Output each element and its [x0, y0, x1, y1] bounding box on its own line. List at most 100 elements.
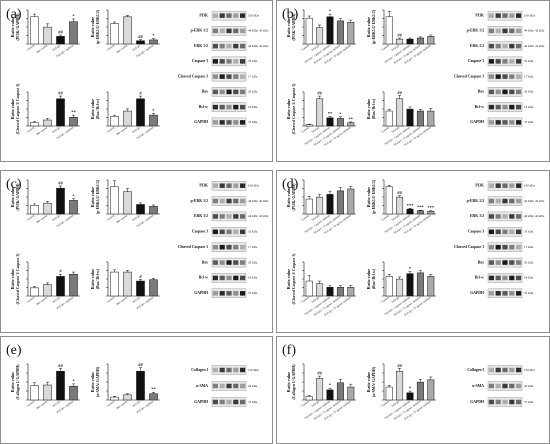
blot-band	[488, 275, 494, 281]
blot-size-label: 37 kDa	[248, 400, 258, 404]
blot-size-label: 17 kDa	[524, 245, 534, 249]
bar	[56, 370, 65, 401]
blot-size-label: 18 kDa	[248, 276, 258, 280]
blot-band	[240, 59, 246, 64]
blot-size-label: 20 kDa	[524, 260, 534, 264]
x-tick-label: Control	[381, 296, 390, 303]
bar	[347, 287, 355, 297]
y-axis-label-sub: (PI3K/ GAPDH)	[292, 183, 296, 211]
y-axis-label-sub: (α-SMA/ GAPDH)	[372, 366, 376, 397]
blot-protein-label: Bcl-w	[199, 105, 209, 109]
blot-band	[226, 59, 232, 64]
y-axis-label-sub: (Bax/ Bcl-w)	[96, 268, 100, 289]
blot-band	[509, 275, 515, 281]
bar	[385, 110, 393, 127]
blot-band	[502, 183, 508, 188]
blot-band	[509, 229, 515, 235]
blot-strip	[487, 211, 523, 222]
blot-strip	[211, 102, 247, 112]
blot-band	[233, 229, 239, 235]
y-axis-label-sub: (Cleaved Caspase 3/ Caspase 3)	[292, 253, 296, 305]
blot-strip	[211, 273, 247, 283]
blot-size-label: 44 kDa/ 42 kDa	[524, 214, 545, 218]
blot-band	[488, 260, 494, 265]
blot-protein-label: Caspase 3	[468, 230, 484, 234]
blot-band	[488, 183, 494, 188]
panel-label: (f)	[282, 343, 296, 358]
x-tick-label: Control	[106, 400, 115, 407]
x-tick-label: TGF-β1	[311, 214, 321, 222]
blot-band	[502, 367, 508, 373]
bar	[30, 16, 39, 45]
blot-band	[509, 120, 515, 125]
blot-band	[502, 43, 508, 49]
blot-band	[509, 291, 515, 296]
x-tick-label: Control	[106, 44, 115, 51]
blot-band	[509, 214, 515, 219]
x-tick-label: TGF-β1	[52, 400, 62, 408]
blot-band	[212, 120, 218, 125]
blot-band	[240, 89, 246, 95]
significance-mark: ##	[317, 371, 322, 376]
blot-protein-label: p-ERK 1/2	[467, 29, 485, 33]
blot-band	[516, 198, 522, 204]
blot-protein-label: GAPDH	[194, 120, 208, 124]
panel-a: (a)Ratio value (PI3K/ GAPDH)Control Bee ve…	[0, 0, 273, 162]
blot-band	[495, 13, 501, 18]
blot-band	[233, 74, 239, 79]
blot-size-label: 44 kDa/ 42 kDa	[248, 199, 269, 203]
blot-band	[509, 89, 515, 95]
blot-band	[509, 183, 515, 188]
bar	[427, 379, 435, 401]
bar-chart: Ratio value (p-ERK1/2/ ERK1/2) Control ## TG…	[366, 9, 436, 65]
blot-band	[219, 120, 225, 125]
blot-band	[488, 28, 494, 34]
blot-band	[226, 43, 232, 49]
blot-band	[233, 13, 239, 18]
blot-strip	[487, 56, 523, 67]
bar	[56, 36, 65, 45]
blot-band	[495, 244, 501, 250]
blot-band	[226, 399, 232, 405]
significance-mark: **	[349, 116, 354, 121]
x-tick-label: TGF-β1	[391, 44, 401, 52]
bar	[427, 110, 435, 127]
blot-band	[219, 59, 225, 64]
blot-protein-label: Bax	[202, 260, 208, 264]
blot-band	[488, 367, 494, 373]
bar	[336, 382, 344, 401]
x-tick-label: TGF-β1	[132, 126, 142, 134]
blot-band	[233, 104, 239, 110]
significance-mark: ##	[397, 33, 402, 38]
x-tick-label: Control	[381, 44, 390, 51]
bar	[316, 283, 324, 297]
bar	[396, 98, 404, 127]
bar	[326, 389, 334, 401]
blot-band	[495, 198, 501, 204]
blot-band	[219, 260, 225, 265]
blot-size-label: 17 kDa	[524, 74, 534, 78]
blot-band	[495, 229, 501, 235]
significance-mark: *	[72, 378, 75, 383]
blot-band	[240, 399, 246, 405]
y-axis-label: Ratio value	[90, 372, 95, 392]
blot-size-label: 37 kDa	[524, 291, 534, 295]
y-axis-label-sub: (p-ERK1/2/ ERK1/2)	[96, 179, 100, 214]
blot-protein-label: GAPDH	[194, 291, 208, 295]
y-axis-label-sub: (PI3K/ GAPDH)	[16, 183, 20, 211]
blot-band	[495, 399, 501, 405]
significance-mark: #	[139, 274, 142, 279]
blot-band	[502, 229, 508, 235]
blot-band	[516, 229, 522, 235]
blot-band	[502, 214, 508, 219]
bar-chart: Ratio value (p-ERK1/2/ ERK1/2) Control ## TG…	[366, 179, 436, 235]
x-tick-label: Bee venom	[116, 44, 129, 54]
significance-mark: *	[329, 9, 332, 14]
y-axis-label: Ratio value	[366, 17, 371, 37]
blot-band	[488, 214, 494, 219]
bar	[136, 280, 145, 297]
blot-band	[219, 291, 225, 296]
bar	[30, 287, 39, 297]
bar	[56, 276, 65, 297]
bar	[427, 36, 435, 45]
